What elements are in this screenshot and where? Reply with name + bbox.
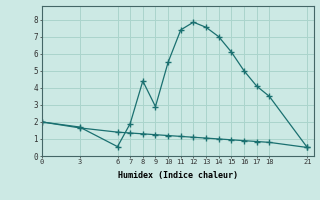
X-axis label: Humidex (Indice chaleur): Humidex (Indice chaleur) (118, 171, 237, 180)
